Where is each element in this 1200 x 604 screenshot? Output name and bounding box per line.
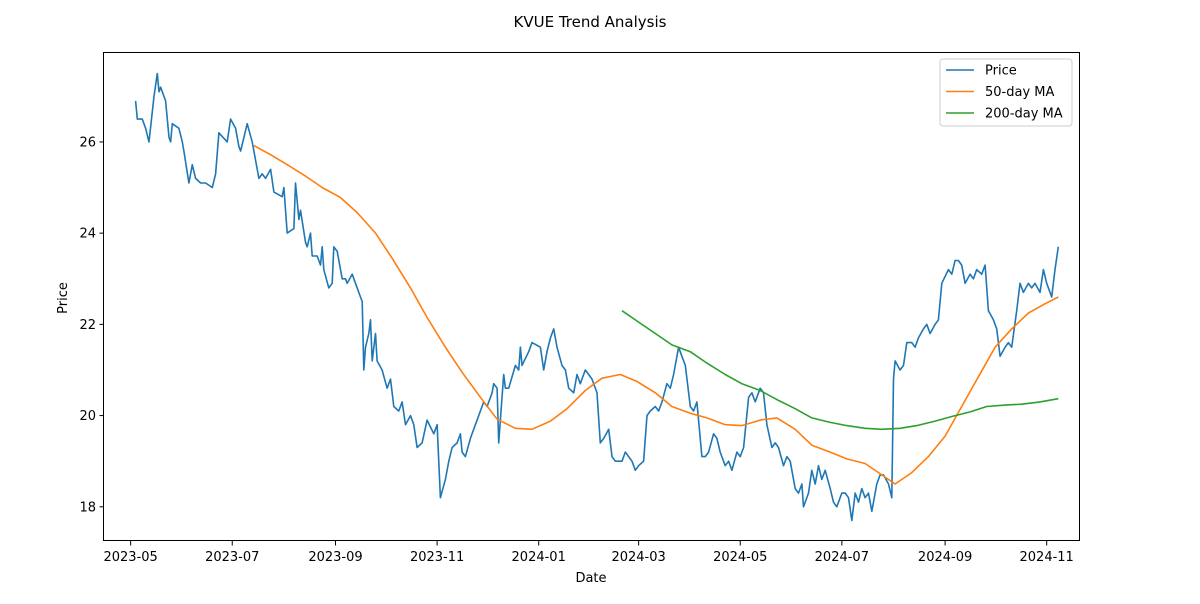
x-tick-label: 2024-05 <box>713 550 767 565</box>
legend-label-50-day-ma: 50-day MA <box>985 85 1054 100</box>
plot-lines <box>134 72 1060 522</box>
x-axis-ticks: 2023-05 2023-07 2023-09 2023-11 2024-01 2024-… <box>103 541 1074 565</box>
legend-label-price: Price <box>985 64 1017 79</box>
x-tick-label: 2024-07 <box>815 550 869 565</box>
x-tick-label: 2024-11 <box>1020 550 1074 565</box>
x-axis-label: Date <box>575 571 606 586</box>
x-tick-label: 2023-09 <box>308 550 362 565</box>
x-tick-label: 2023-07 <box>205 550 259 565</box>
x-tick-label: 2024-03 <box>611 550 665 565</box>
series-line-200-day-ma <box>621 310 1059 431</box>
legend-label-200-day-ma: 200-day MA <box>985 107 1063 122</box>
y-tick-label: 26 <box>79 135 96 150</box>
series-line-price <box>134 72 1060 522</box>
x-tick-label: 2024-01 <box>512 550 566 565</box>
x-tick-label: 2023-05 <box>103 550 157 565</box>
chart-title: KVUE Trend Analysis <box>514 13 667 31</box>
x-tick-label: 2023-11 <box>410 550 464 565</box>
legend: Price 50-day MA 200-day MA <box>939 58 1073 127</box>
y-tick-label: 24 <box>79 227 96 242</box>
y-tick-label: 20 <box>79 409 96 424</box>
y-tick-label: 18 <box>79 500 96 515</box>
series-line-50-day-ma <box>253 144 1059 485</box>
y-axis-label: Price <box>56 282 71 314</box>
legend-box <box>939 58 1073 127</box>
x-tick-label: 2024-09 <box>918 550 972 565</box>
y-tick-label: 22 <box>79 318 96 333</box>
plot-frame <box>103 52 1080 541</box>
y-axis-ticks: 18 20 22 24 26 <box>79 135 104 515</box>
